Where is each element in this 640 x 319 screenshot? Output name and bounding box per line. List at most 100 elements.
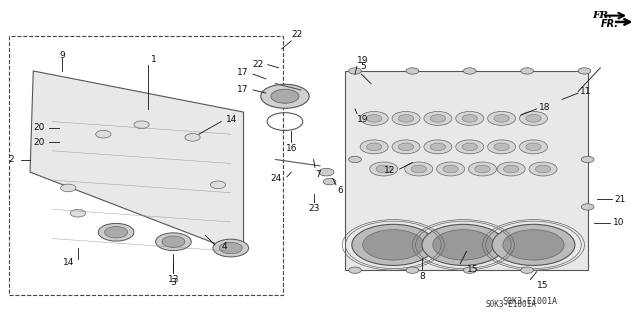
Circle shape [404,162,433,176]
Circle shape [581,204,594,210]
Circle shape [422,224,505,265]
Text: 1: 1 [151,56,157,64]
Circle shape [492,224,575,265]
Text: 6: 6 [337,186,343,195]
Text: 13: 13 [168,275,179,284]
Circle shape [319,168,334,176]
Circle shape [433,230,494,260]
Text: 22: 22 [253,60,264,69]
Text: 20: 20 [33,137,45,147]
Circle shape [213,239,248,257]
Circle shape [392,140,420,154]
Text: 22: 22 [291,30,303,39]
Circle shape [430,115,445,122]
Text: 21: 21 [614,195,626,204]
Circle shape [424,140,452,154]
Circle shape [367,115,382,122]
Circle shape [61,184,76,192]
Circle shape [220,242,243,254]
Text: 15: 15 [537,281,548,290]
Circle shape [497,162,525,176]
Circle shape [581,156,594,163]
Text: 8: 8 [419,272,425,281]
Circle shape [96,130,111,138]
Circle shape [104,226,127,238]
Circle shape [70,210,86,217]
Text: 14: 14 [226,115,237,124]
Circle shape [494,143,509,151]
Text: 12: 12 [384,166,395,175]
Circle shape [398,143,413,151]
Text: S0K3-E1001A: S0K3-E1001A [503,297,558,306]
Text: 19: 19 [357,115,369,124]
Text: FR.: FR. [601,19,619,29]
Circle shape [520,140,547,154]
Circle shape [488,140,516,154]
Circle shape [363,230,424,260]
Circle shape [463,68,476,74]
Text: 16: 16 [285,144,297,153]
Circle shape [536,165,550,173]
Circle shape [349,156,362,163]
Text: 19: 19 [357,56,369,65]
Circle shape [323,178,336,185]
Circle shape [504,165,519,173]
Circle shape [475,165,490,173]
Text: 4: 4 [221,242,227,251]
Circle shape [406,68,419,74]
Circle shape [134,121,149,129]
Circle shape [352,224,435,265]
Polygon shape [346,71,588,270]
Circle shape [162,236,185,248]
Circle shape [376,165,392,173]
Text: 18: 18 [539,103,550,113]
Circle shape [211,181,226,189]
Circle shape [430,143,445,151]
Text: 10: 10 [613,218,625,227]
Text: 24: 24 [271,174,282,183]
Text: FR.: FR. [592,11,612,20]
Circle shape [398,115,413,122]
Text: 23: 23 [308,204,319,213]
Circle shape [349,267,362,273]
Text: 15: 15 [467,265,478,274]
Circle shape [463,267,476,273]
Circle shape [529,162,557,176]
Circle shape [406,267,419,273]
Circle shape [185,134,200,141]
Circle shape [99,223,134,241]
Circle shape [349,68,362,74]
Text: 2: 2 [8,155,14,164]
Circle shape [367,143,382,151]
Circle shape [468,162,497,176]
Text: 14: 14 [63,258,75,267]
Circle shape [462,115,477,122]
Bar [9,36,283,295]
Circle shape [392,111,420,125]
Text: 7: 7 [315,170,321,179]
Circle shape [156,233,191,250]
Circle shape [443,165,458,173]
Text: 20: 20 [33,123,45,132]
Circle shape [456,111,484,125]
Circle shape [521,68,534,74]
Text: 3: 3 [171,278,176,287]
Circle shape [456,140,484,154]
Circle shape [411,165,426,173]
Text: 17: 17 [237,68,248,77]
Text: S0K3-E1001A: S0K3-E1001A [486,300,536,309]
Circle shape [578,68,591,74]
Text: 17: 17 [237,85,248,94]
Circle shape [360,111,388,125]
Circle shape [436,162,465,176]
Text: 11: 11 [580,87,591,96]
Circle shape [260,84,309,108]
Circle shape [503,230,564,260]
Circle shape [424,111,452,125]
Text: 5: 5 [360,62,366,71]
Circle shape [526,143,541,151]
Circle shape [462,143,477,151]
Circle shape [370,162,397,176]
Circle shape [520,111,547,125]
Circle shape [271,89,299,103]
